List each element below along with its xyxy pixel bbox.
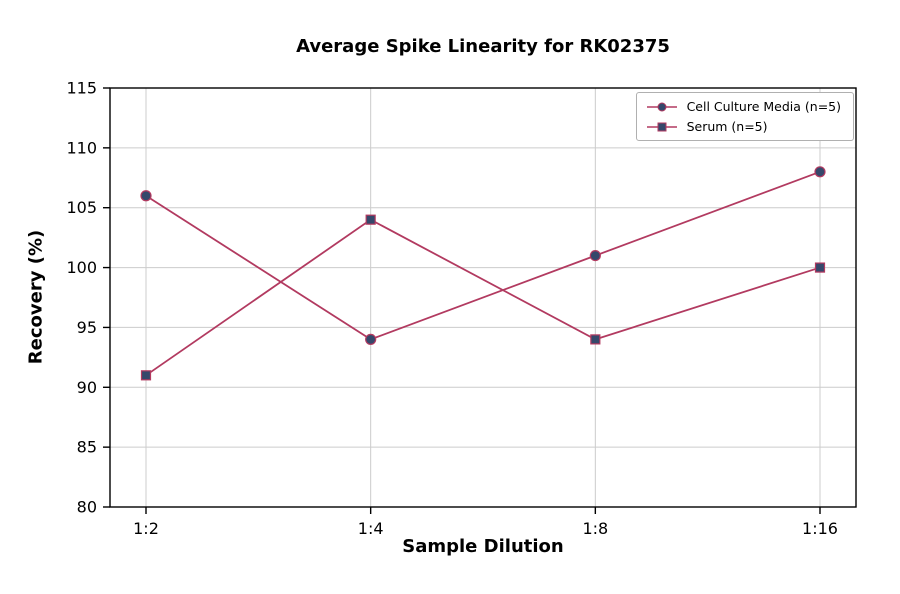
svg-text:1:2: 1:2 [133,519,159,538]
svg-text:90: 90 [77,378,97,397]
legend-circle-marker-icon [645,100,679,114]
svg-text:110: 110 [66,138,97,157]
svg-text:1:4: 1:4 [358,519,384,538]
legend-label: Serum (n=5) [686,119,768,134]
svg-text:105: 105 [66,198,97,217]
x-axis-label: Sample Dilution [402,536,564,557]
chart-title: Average Spike Linearity for RK02375 [296,36,670,57]
legend: Cell Culture Media (n=5) Serum (n=5) [635,92,854,141]
legend-item-serum: Serum (n=5) [645,119,841,134]
svg-text:95: 95 [77,318,97,337]
svg-text:1:16: 1:16 [802,519,838,538]
svg-text:1:8: 1:8 [582,519,608,538]
svg-text:100: 100 [66,258,97,277]
svg-text:80: 80 [77,498,97,517]
svg-text:115: 115 [66,79,97,98]
legend-square-marker-icon [645,120,679,134]
y-axis-label: Recovery (%) [25,229,47,365]
svg-text:85: 85 [77,438,97,457]
legend-label: Cell Culture Media (n=5) [686,99,841,114]
legend-item-cell-culture-media: Cell Culture Media (n=5) [645,99,841,114]
